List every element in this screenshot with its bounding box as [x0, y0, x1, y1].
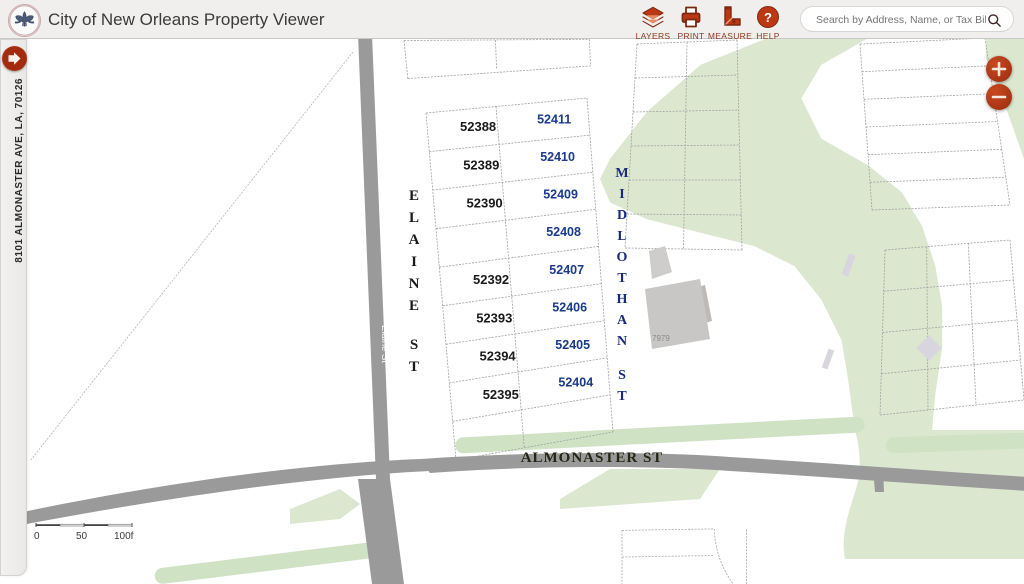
svg-text:50: 50: [76, 531, 88, 542]
svg-text:52393: 52393: [476, 310, 512, 325]
svg-text:?: ?: [764, 10, 772, 25]
svg-text:A: A: [409, 232, 420, 248]
svg-text:52390: 52390: [467, 196, 503, 211]
svg-text:T: T: [617, 271, 627, 286]
svg-text:L: L: [409, 210, 419, 226]
svg-text:52389: 52389: [463, 157, 499, 172]
svg-text:S: S: [410, 337, 418, 353]
svg-text:52405: 52405: [555, 338, 590, 352]
svg-text:52408: 52408: [546, 225, 581, 239]
svg-text:E: E: [409, 188, 419, 204]
svg-text:E: E: [409, 298, 419, 314]
svg-text:52406: 52406: [552, 300, 587, 314]
svg-text:Elaine St: Elaine St: [379, 325, 390, 363]
svg-text:52411: 52411: [537, 113, 571, 127]
svg-text:52392: 52392: [473, 272, 509, 287]
svg-text:I: I: [619, 187, 624, 202]
svg-text:S: S: [618, 368, 626, 383]
svg-text:52404: 52404: [558, 376, 593, 390]
svg-text:N: N: [409, 276, 420, 292]
svg-text:52410: 52410: [540, 150, 575, 164]
svg-text:52395: 52395: [483, 387, 519, 402]
svg-text:52407: 52407: [549, 263, 584, 277]
svg-text:52394: 52394: [480, 349, 517, 364]
svg-text:I: I: [411, 254, 417, 270]
svg-text:T: T: [617, 389, 627, 404]
svg-text:0: 0: [34, 531, 40, 542]
svg-text:D: D: [617, 208, 627, 223]
svg-text:A: A: [617, 313, 628, 328]
svg-text:7979: 7979: [652, 334, 670, 343]
svg-text:100ft: 100ft: [114, 531, 134, 542]
svg-text:52409: 52409: [543, 188, 578, 202]
svg-text:ALMONASTER ST: ALMONASTER ST: [521, 450, 664, 466]
svg-text:N: N: [617, 334, 627, 349]
svg-text:Almonaster Ave: Almonaster Ave: [462, 470, 536, 497]
svg-text:M: M: [615, 166, 628, 181]
svg-text:52388: 52388: [460, 119, 496, 134]
svg-text:T: T: [409, 359, 419, 375]
svg-text:O: O: [617, 250, 628, 265]
svg-text:H: H: [617, 292, 628, 307]
